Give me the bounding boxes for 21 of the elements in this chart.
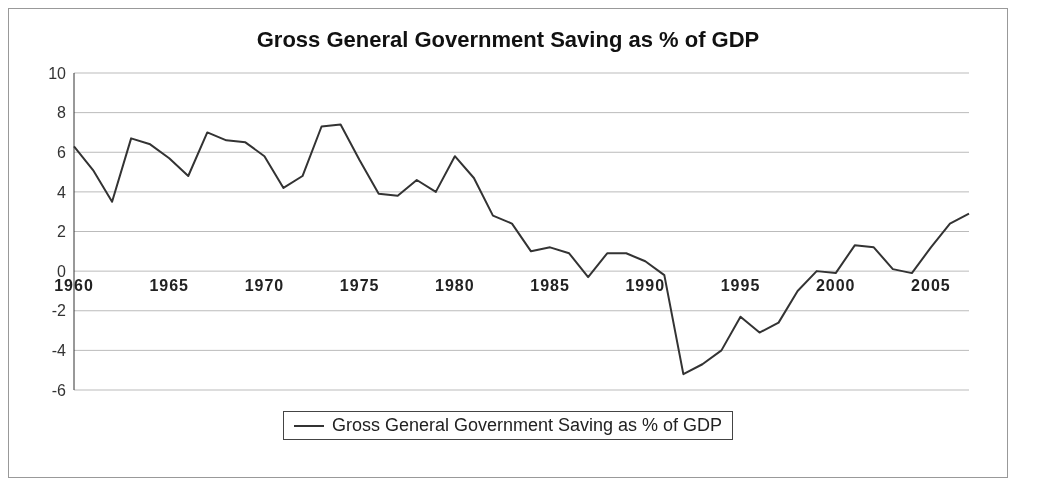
- x-tick-label: 1975: [339, 277, 380, 295]
- y-tick-label: 0: [57, 262, 67, 280]
- y-tick-label: 8: [57, 104, 67, 122]
- y-tick-label: 2: [57, 223, 67, 241]
- x-tick-label: 1970: [244, 277, 285, 295]
- x-tick-label: 1965: [149, 277, 190, 295]
- y-tick-label: 4: [57, 183, 67, 201]
- y-tick-label: 10: [48, 64, 67, 82]
- y-tick-label: -4: [51, 342, 67, 360]
- x-tick-label: 1990: [625, 277, 666, 295]
- x-tick-label: 2000: [815, 277, 856, 295]
- y-tick-label: -6: [51, 381, 67, 399]
- y-tick-label: -2: [51, 302, 67, 320]
- x-tick-label: 1980: [435, 277, 475, 295]
- y-tick-label: 6: [57, 143, 67, 161]
- x-tick-label: 2005: [911, 277, 951, 295]
- legend-label: Gross General Government Saving as % of GDP: [331, 415, 723, 436]
- x-tick-label: 1985: [530, 277, 570, 295]
- chart-title: Gross General Government Saving as % of GDP: [255, 26, 761, 53]
- x-tick-label: 1960: [54, 277, 94, 295]
- x-tick-label: 1995: [720, 277, 761, 295]
